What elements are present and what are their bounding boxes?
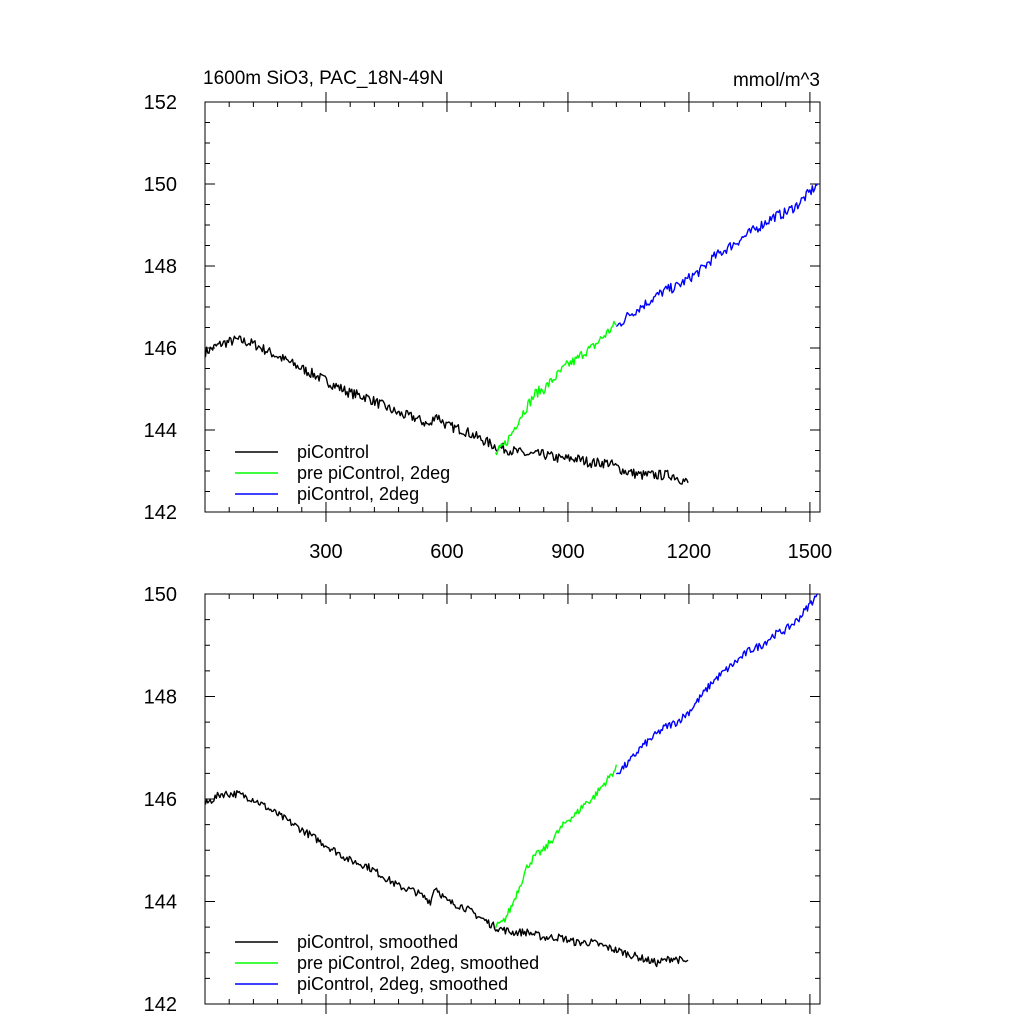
bottom-x-ticks xyxy=(204,584,811,1014)
series-line-2 xyxy=(615,183,818,328)
bottom-series-lines xyxy=(204,593,818,968)
bottom-y-ticks: 142 144 146 148 150 xyxy=(144,584,820,1016)
series-line-1 xyxy=(494,764,617,929)
y-tick-label: 146 xyxy=(144,789,177,811)
top-x-ticks: 300 600 900 1200 1500 xyxy=(204,92,833,563)
series-line-0 xyxy=(204,335,689,485)
legend-label: piControl, 2deg xyxy=(297,484,419,504)
x-tick-label: 1200 xyxy=(667,541,712,563)
top-title-left: 1600m SiO3, PAC_18N-49N xyxy=(203,68,443,89)
y-tick-label: 150 xyxy=(144,584,177,606)
y-tick-label: 144 xyxy=(144,420,177,442)
y-tick-label: 146 xyxy=(144,338,177,360)
series-line-0 xyxy=(204,790,689,968)
y-tick-label: 142 xyxy=(144,502,177,524)
legend-label: pre piControl, 2deg xyxy=(297,463,450,483)
x-tick-label: 1500 xyxy=(788,541,833,563)
top-title-right: mmol/m^3 xyxy=(733,70,820,91)
y-tick-label: 142 xyxy=(144,994,177,1016)
y-tick-label: 148 xyxy=(144,687,177,709)
series-line-2 xyxy=(615,593,818,775)
y-tick-label: 148 xyxy=(144,256,177,278)
top-y-ticks: 142 144 146 148 150 152 xyxy=(144,92,820,524)
y-tick-label: 144 xyxy=(144,892,177,914)
y-tick-label: 150 xyxy=(144,174,177,196)
x-tick-label: 900 xyxy=(551,541,584,563)
top-panel: 1600m SiO3, PAC_18N-49N mmol/m^3 1421441… xyxy=(144,68,833,563)
y-tick-label: 152 xyxy=(144,92,177,114)
x-tick-label: 600 xyxy=(430,541,463,563)
series-line-1 xyxy=(494,320,617,456)
legend-label: pre piControl, 2deg, smoothed xyxy=(297,953,539,973)
top-series-lines xyxy=(204,183,818,485)
legend-label: piControl xyxy=(297,442,369,462)
x-tick-label: 300 xyxy=(309,541,342,563)
legend-label: piControl, 2deg, smoothed xyxy=(297,974,508,994)
legend-label: piControl, smoothed xyxy=(297,932,458,952)
